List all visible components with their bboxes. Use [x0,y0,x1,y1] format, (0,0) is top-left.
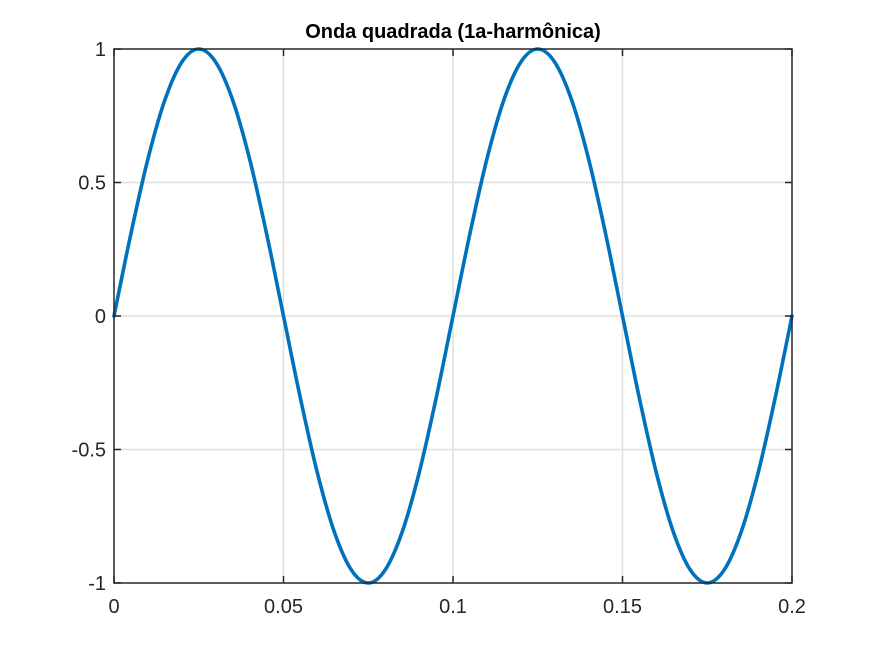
chart-title: Onda quadrada (1a-harmônica) [305,21,601,43]
y-tick-label: 0 [95,306,106,328]
tick-layer: 0 0.05 0.1 0.15 0.2 -1 -0.5 0 0.5 1 [72,39,806,618]
y-tick-label: 0.5 [78,173,106,195]
y-tick-label: -0.5 [72,440,106,462]
x-tick-label: 0 [108,596,119,618]
y-tick-label: -1 [88,573,106,595]
x-tick-label: 0.1 [439,596,467,618]
x-tick-label: 0.2 [778,596,806,618]
x-tick-label: 0.05 [264,596,303,618]
series-layer [112,47,794,585]
y-tick-label: 1 [95,39,106,61]
series-line-0 [112,47,794,585]
x-tick-label: 0.15 [603,596,642,618]
